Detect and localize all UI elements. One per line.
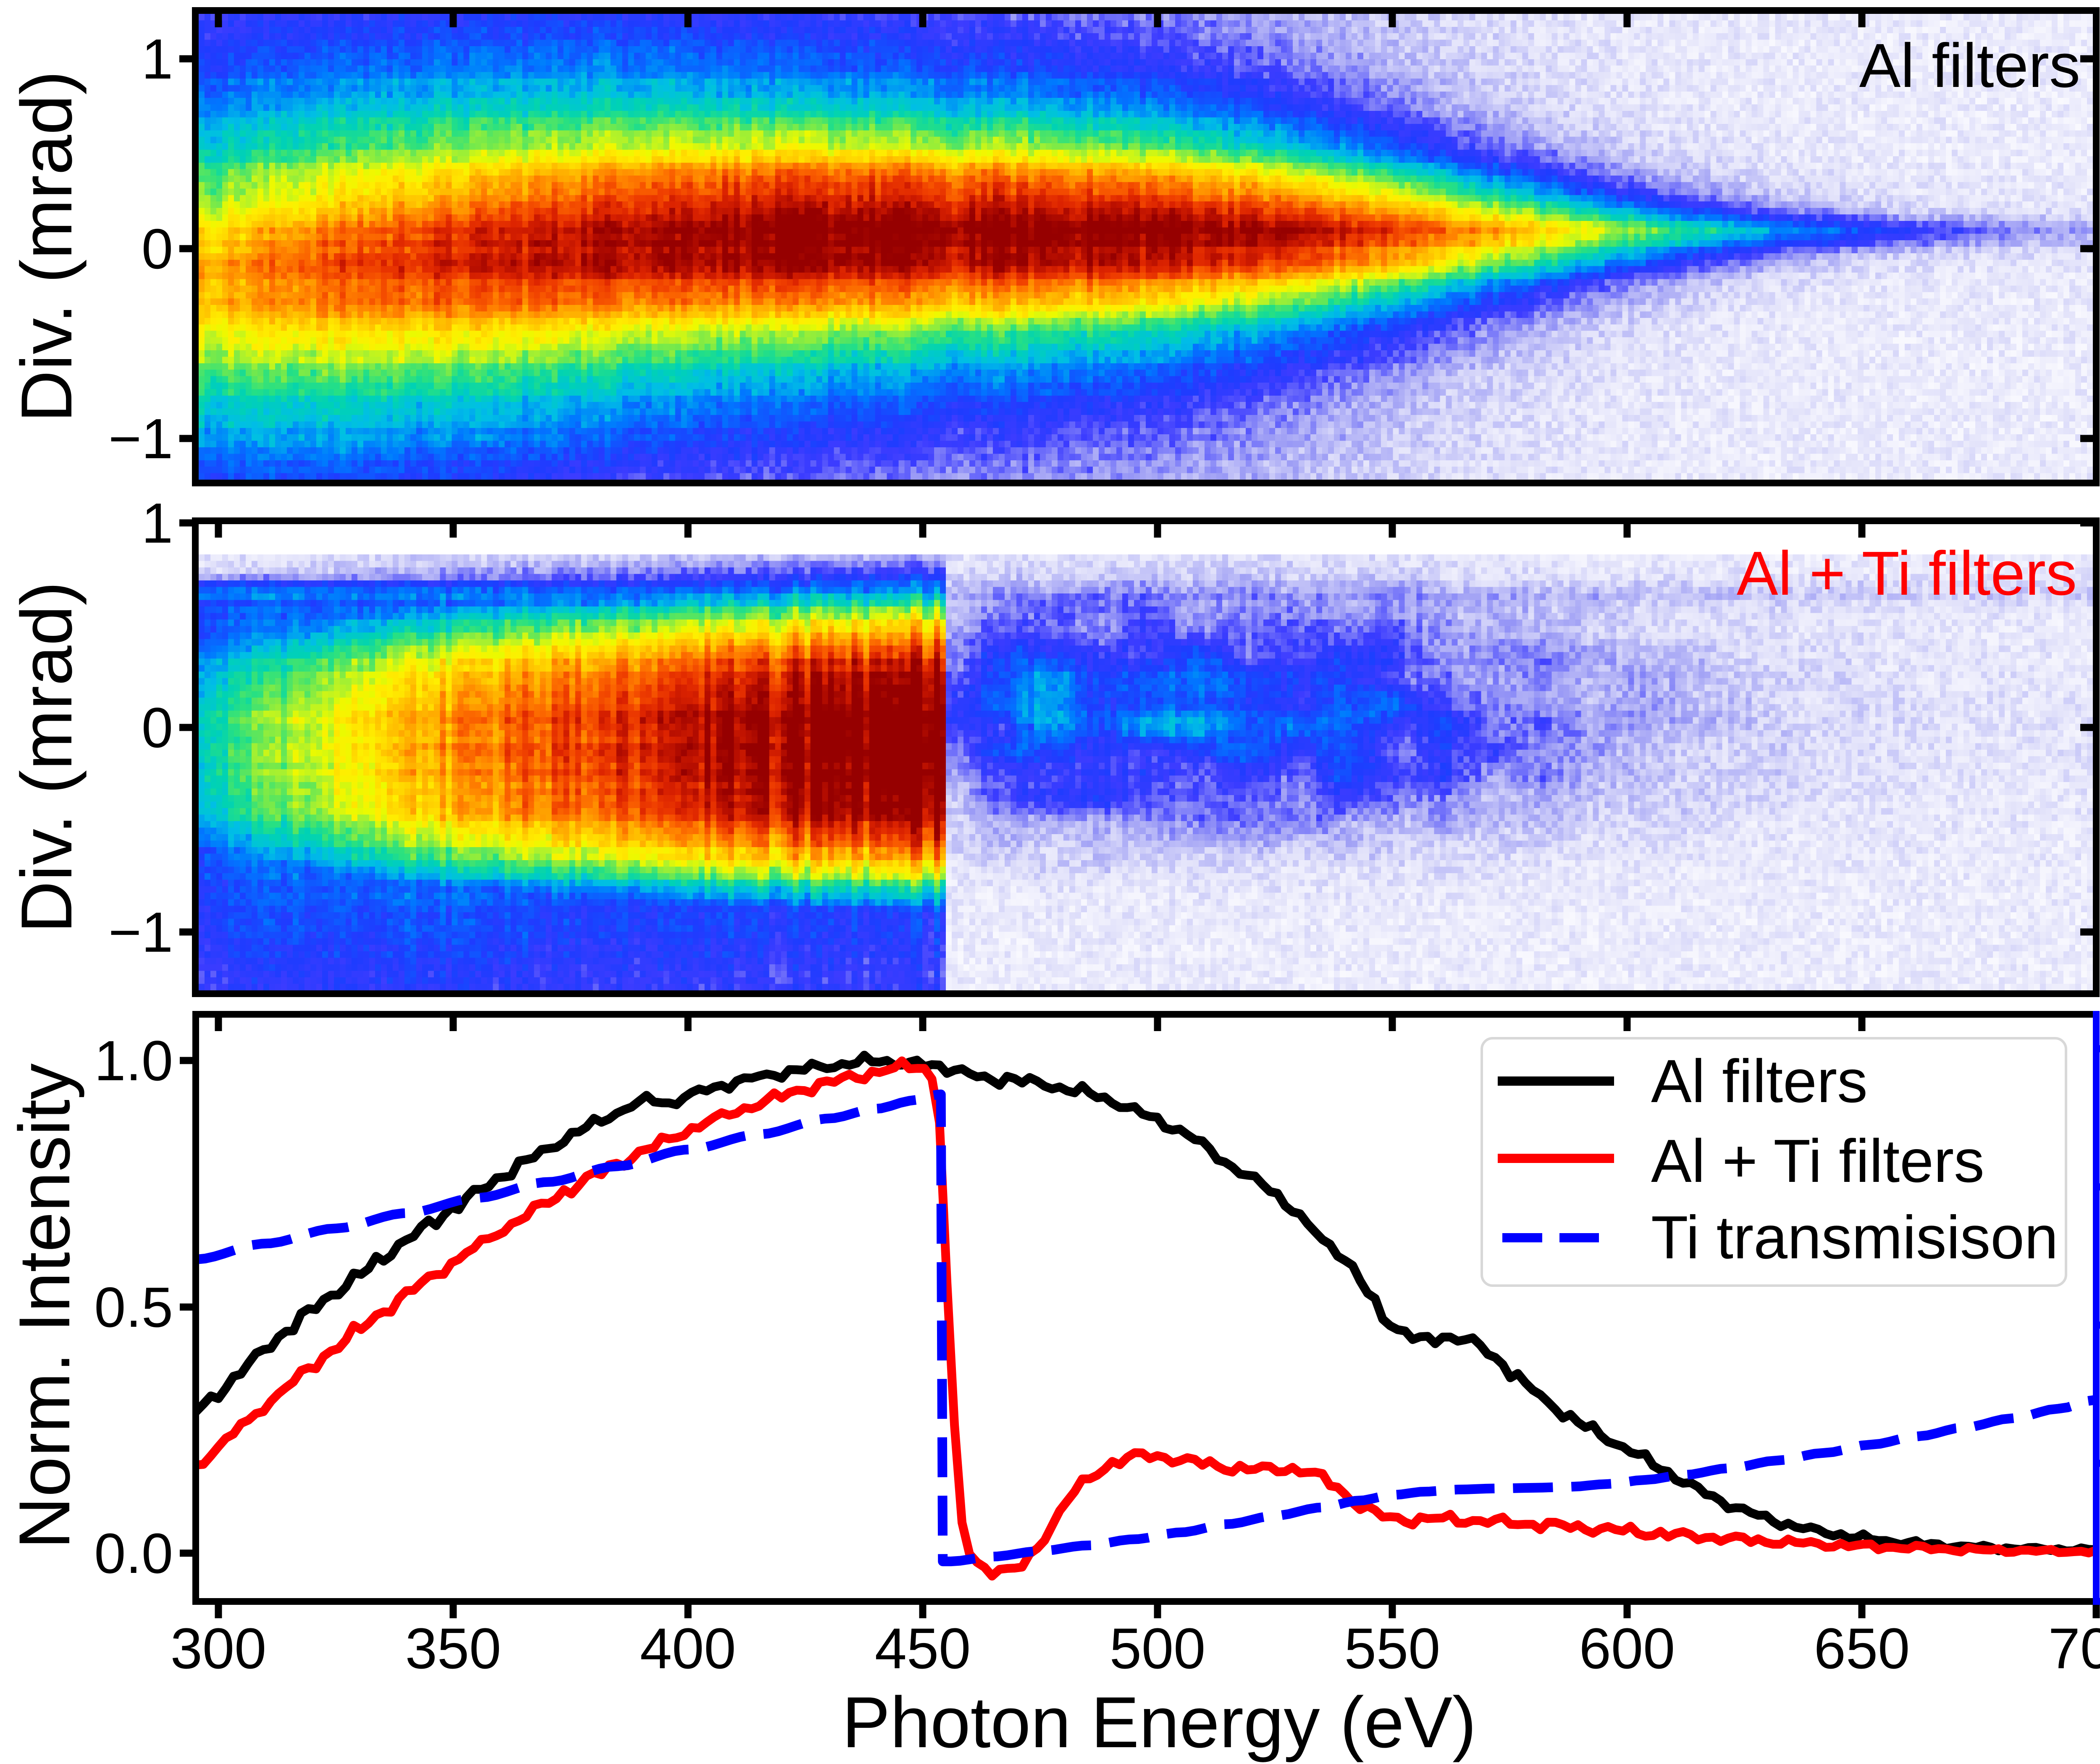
svg-text:Al + Ti filters: Al + Ti filters bbox=[1651, 1127, 1984, 1195]
svg-text:Photon Energy (eV): Photon Energy (eV) bbox=[842, 1682, 1477, 1763]
svg-text:700: 700 bbox=[2048, 1617, 2100, 1681]
svg-text:600: 600 bbox=[1579, 1617, 1675, 1681]
svg-text:1.0: 1.0 bbox=[94, 1029, 173, 1092]
svg-text:Al + Ti filters: Al + Ti filters bbox=[1737, 539, 2077, 608]
svg-text:0: 0 bbox=[142, 696, 173, 759]
svg-text:−1: −1 bbox=[108, 900, 173, 964]
svg-text:Al filters: Al filters bbox=[1651, 1047, 1868, 1115]
svg-text:300: 300 bbox=[171, 1617, 267, 1681]
svg-text:400: 400 bbox=[640, 1617, 736, 1681]
svg-text:0: 0 bbox=[142, 217, 173, 281]
svg-text:Div. (mrad): Div. (mrad) bbox=[6, 581, 87, 933]
svg-text:−1: −1 bbox=[108, 407, 173, 470]
svg-text:650: 650 bbox=[1814, 1617, 1910, 1681]
svg-text:Norm. Intensity: Norm. Intensity bbox=[4, 1063, 85, 1549]
svg-text:350: 350 bbox=[405, 1617, 501, 1681]
svg-text:450: 450 bbox=[875, 1617, 971, 1681]
svg-text:550: 550 bbox=[1344, 1617, 1441, 1681]
svg-text:Div. (mrad): Div. (mrad) bbox=[6, 71, 87, 423]
svg-text:500: 500 bbox=[1110, 1617, 1206, 1681]
svg-text:Ti transmisison: Ti transmisison bbox=[1651, 1203, 2058, 1271]
svg-text:0.0: 0.0 bbox=[94, 1522, 173, 1585]
svg-text:Al filters: Al filters bbox=[1859, 31, 2080, 100]
svg-text:1: 1 bbox=[142, 491, 173, 555]
svg-text:1: 1 bbox=[142, 27, 173, 91]
svg-text:0.5: 0.5 bbox=[94, 1276, 173, 1339]
